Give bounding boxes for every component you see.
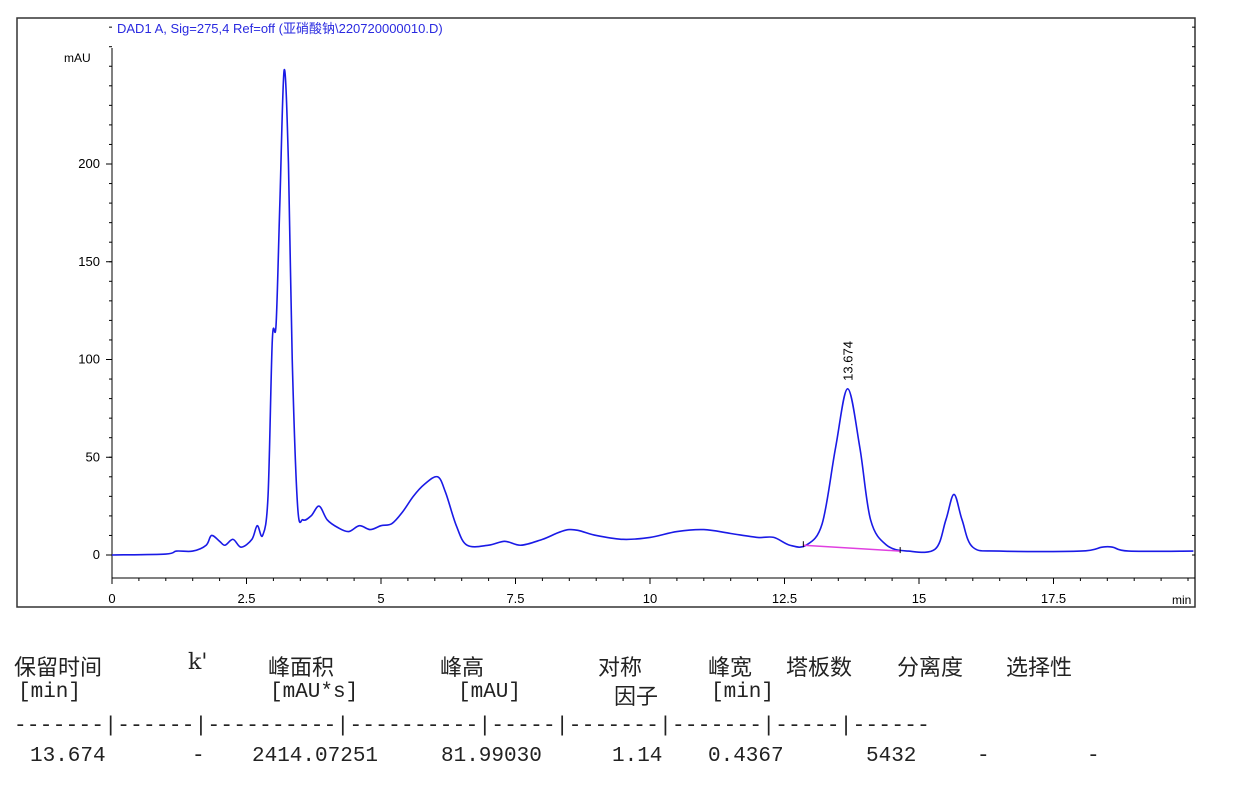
- y-axis-label: mAU: [64, 51, 91, 65]
- header-k-prime: k': [188, 650, 208, 675]
- unit-mau: [mAU]: [458, 681, 522, 704]
- unit-min-width: [min]: [711, 681, 775, 704]
- x-tick-label: 17.5: [1041, 591, 1066, 606]
- x-tick-label: 12.5: [772, 591, 797, 606]
- unit-min: [min]: [18, 681, 82, 704]
- cell-resolution: -: [977, 745, 990, 768]
- cell-peak-width: 0.4367: [708, 745, 784, 768]
- cell-selectivity: -: [1087, 745, 1100, 768]
- y-tick-label: 0: [93, 547, 100, 562]
- x-tick-label: 0: [108, 591, 115, 606]
- header-resolution: 分离度: [897, 656, 964, 681]
- y-tick-label: 150: [78, 254, 100, 269]
- x-tick-label: 2.5: [237, 591, 255, 606]
- peak-label: 13.674: [841, 341, 856, 381]
- chart-title: DAD1 A, Sig=275,4 Ref=off (亚硝酸钠\22072000…: [117, 21, 443, 36]
- cell-symmetry: 1.14: [612, 745, 663, 768]
- cell-k-prime: -: [192, 745, 205, 768]
- x-tick-label: 5: [377, 591, 384, 606]
- table-separator: -------|------|----------|----------|---…: [14, 715, 931, 738]
- cell-peak-area: 2414.07251: [252, 745, 379, 768]
- header-symmetry: 对称: [598, 656, 643, 681]
- header-peak-area: 峰面积: [268, 656, 335, 681]
- signal-trace: [111, 68, 1194, 556]
- cell-retention-time: 13.674: [30, 745, 106, 768]
- x-axis-label: min: [1172, 593, 1191, 607]
- x-tick-label: 15: [912, 591, 926, 606]
- header-selectivity: 选择性: [1006, 656, 1073, 681]
- cell-plates: 5432: [866, 745, 917, 768]
- y-tick-label: 50: [86, 449, 100, 464]
- y-tick-label: 100: [78, 352, 100, 367]
- x-tick-label: 7.5: [506, 591, 524, 606]
- plot-frame: [16, 17, 1196, 608]
- x-tick-label: 10: [643, 591, 657, 606]
- header-peak-height: 峰高: [440, 656, 485, 681]
- cell-peak-height: 81.99030: [441, 745, 542, 768]
- header-plates: 塔板数: [786, 656, 853, 681]
- y-tick-label: 200: [78, 156, 100, 171]
- unit-mau-s: [mAU*s]: [270, 681, 359, 704]
- header-retention-time: 保留时间: [14, 656, 103, 681]
- header-peak-width: 峰宽: [708, 656, 753, 681]
- chromatogram-chart: 0 50 100 150 200 0 2.5 5 7.5 10 12.5 15 17.5 mAU min DA…: [16, 17, 1196, 608]
- peak-baseline: [803, 544, 901, 552]
- unit-factor: 因子: [614, 685, 659, 710]
